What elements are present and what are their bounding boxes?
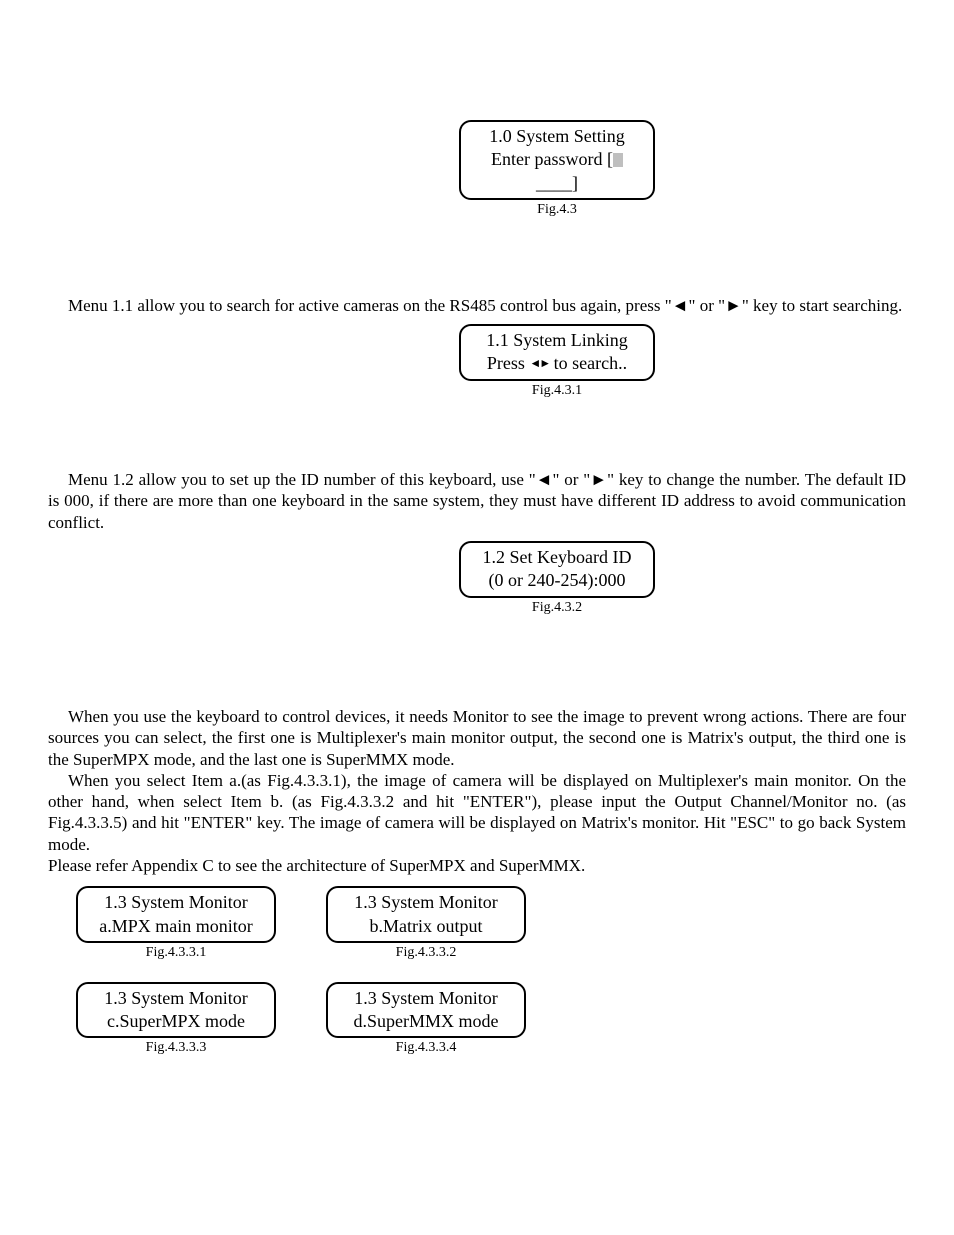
lcd-line: 1.0 System Setting [473, 125, 641, 148]
lcd-box-system-linking: 1.1 System Linking Press ◄► to search.. [459, 324, 655, 381]
figure-caption: Fig.4.3.3.2 [396, 944, 457, 962]
lcd-line: 1.2 Set Keyboard ID [473, 546, 641, 569]
lcd-line: 1.3 System Monitor [340, 891, 512, 914]
lcd-text: to search.. [549, 353, 627, 373]
lcd-text: Enter password [ [491, 149, 613, 169]
lcd-text: ____] [536, 173, 578, 193]
figure-grid-1-3: 1.3 System Monitor a.MPX main monitor Fi… [76, 886, 906, 1057]
figure-4-3-2: 1.2 Set Keyboard ID (0 or 240-254):000 F… [208, 541, 906, 616]
figure-4-3: 1.0 System Setting Enter password [ ____]… [208, 120, 906, 219]
figure-caption: Fig.4.3.3.4 [396, 1039, 457, 1057]
figure-4-3-3-1: 1.3 System Monitor a.MPX main monitor Fi… [76, 886, 276, 961]
password-cursor-icon [613, 153, 623, 167]
figure-4-3-3-2: 1.3 System Monitor b.Matrix output Fig.4… [326, 886, 526, 961]
lcd-box-supermpx: 1.3 System Monitor c.SuperMPX mode [76, 982, 276, 1039]
lcd-box-matrix-output: 1.3 System Monitor b.Matrix output [326, 886, 526, 943]
figure-caption: Fig.4.3.3.3 [146, 1039, 207, 1057]
lcd-line: c.SuperMPX mode [90, 1010, 262, 1033]
lcd-box-supermmx: 1.3 System Monitor d.SuperMMX mode [326, 982, 526, 1039]
figure-4-3-3-4: 1.3 System Monitor d.SuperMMX mode Fig.4… [326, 982, 526, 1057]
figure-4-3-1: 1.1 System Linking Press ◄► to search.. … [208, 324, 906, 399]
lcd-line: b.Matrix output [340, 915, 512, 938]
lcd-line: 1.1 System Linking [473, 329, 641, 352]
figure-caption: Fig.4.3.2 [459, 599, 655, 617]
lcd-line: d.SuperMMX mode [340, 1010, 512, 1033]
lcd-line: a.MPX main monitor [90, 915, 262, 938]
left-right-arrow-icon: ◄► [529, 356, 549, 370]
lcd-box-mpx-main: 1.3 System Monitor a.MPX main monitor [76, 886, 276, 943]
lcd-line: Enter password [ ____] [473, 148, 641, 195]
figure-caption: Fig.4.3 [459, 201, 655, 219]
grid-row: 1.3 System Monitor c.SuperMPX mode Fig.4… [76, 982, 906, 1057]
lcd-box-system-setting: 1.0 System Setting Enter password [ ____] [459, 120, 655, 200]
lcd-text: Press [487, 353, 530, 373]
lcd-line: 1.3 System Monitor [90, 891, 262, 914]
lcd-line: (0 or 240-254):000 [473, 569, 641, 592]
lcd-box-keyboard-id: 1.2 Set Keyboard ID (0 or 240-254):000 [459, 541, 655, 598]
paragraph-item-select: When you select Item a.(as Fig.4.3.3.1),… [48, 770, 906, 855]
figure-4-3-3-3: 1.3 System Monitor c.SuperMPX mode Fig.4… [76, 982, 276, 1057]
lcd-line: Press ◄► to search.. [473, 352, 641, 375]
grid-row: 1.3 System Monitor a.MPX main monitor Fi… [76, 886, 906, 961]
paragraph-appendix-ref: Please refer Appendix C to see the archi… [48, 855, 906, 876]
lcd-line: 1.3 System Monitor [340, 987, 512, 1010]
lcd-line: 1.3 System Monitor [90, 987, 262, 1010]
paragraph-menu-1-1: Menu 1.1 allow you to search for active … [48, 295, 906, 316]
paragraph-menu-1-2: Menu 1.2 allow you to set up the ID numb… [48, 469, 906, 533]
figure-caption: Fig.4.3.3.1 [146, 944, 207, 962]
figure-caption: Fig.4.3.1 [459, 382, 655, 400]
paragraph-monitor-sources: When you use the keyboard to control dev… [48, 706, 906, 770]
